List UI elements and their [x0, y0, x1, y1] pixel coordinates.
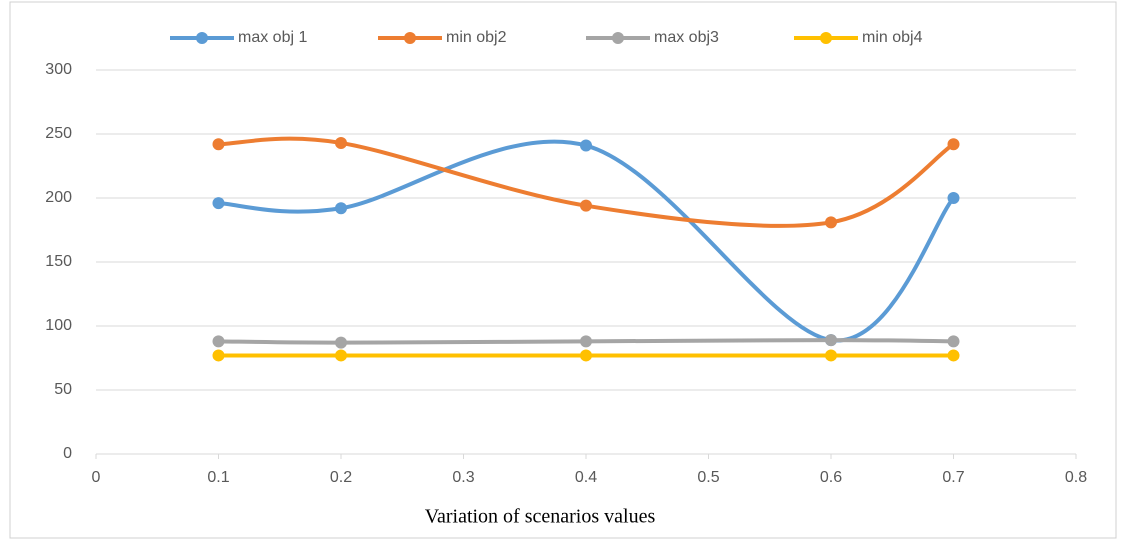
marker [947, 138, 960, 151]
marker [335, 349, 347, 362]
marker [580, 349, 592, 362]
x-tick-label: 0.2 [330, 469, 352, 486]
legend-label: max obj 1 [238, 29, 307, 46]
x-tick-label: 0 [92, 469, 101, 486]
marker [580, 139, 592, 152]
legend-label: max obj3 [654, 29, 719, 46]
x-tick-label: 0.3 [452, 469, 474, 486]
legend-marker [404, 32, 416, 44]
x-tick-label: 0.4 [575, 469, 597, 486]
frame [9, 1, 1117, 539]
y-tick-label: 200 [45, 189, 72, 206]
x-axis-label: Variation of scenarios values [425, 506, 656, 528]
legend-marker [820, 32, 832, 44]
y-tick-label: 150 [45, 253, 72, 270]
x-tick-label: 0.8 [1065, 469, 1087, 486]
marker [335, 336, 347, 349]
marker [825, 216, 837, 229]
marker [335, 202, 347, 215]
marker [825, 334, 837, 347]
marker [212, 138, 225, 151]
legend-marker [612, 32, 624, 44]
legend-label: min obj4 [862, 29, 923, 46]
y-tick-label: 0 [63, 445, 72, 462]
marker [335, 136, 347, 149]
marker [947, 349, 960, 362]
legend-label: min obj2 [446, 29, 507, 46]
marker [947, 335, 960, 348]
series-line [218, 139, 956, 343]
marker [212, 197, 225, 210]
series-line [218, 136, 955, 228]
x-tick-label: 0.6 [820, 469, 842, 486]
y-tick-label: 100 [45, 317, 72, 334]
x-tick-label: 0.5 [697, 469, 719, 486]
y-tick-label: 300 [45, 61, 72, 78]
marker [825, 349, 837, 362]
marker [580, 335, 592, 348]
y-tick-label: 50 [54, 381, 72, 398]
marker [212, 349, 225, 362]
marker [212, 335, 225, 348]
marker [947, 192, 960, 204]
x-tick-label: 0.1 [207, 469, 229, 486]
y-tick-label: 250 [45, 125, 72, 142]
legend-marker [196, 32, 208, 44]
marker [580, 199, 592, 212]
x-tick-label: 0.7 [942, 469, 964, 486]
